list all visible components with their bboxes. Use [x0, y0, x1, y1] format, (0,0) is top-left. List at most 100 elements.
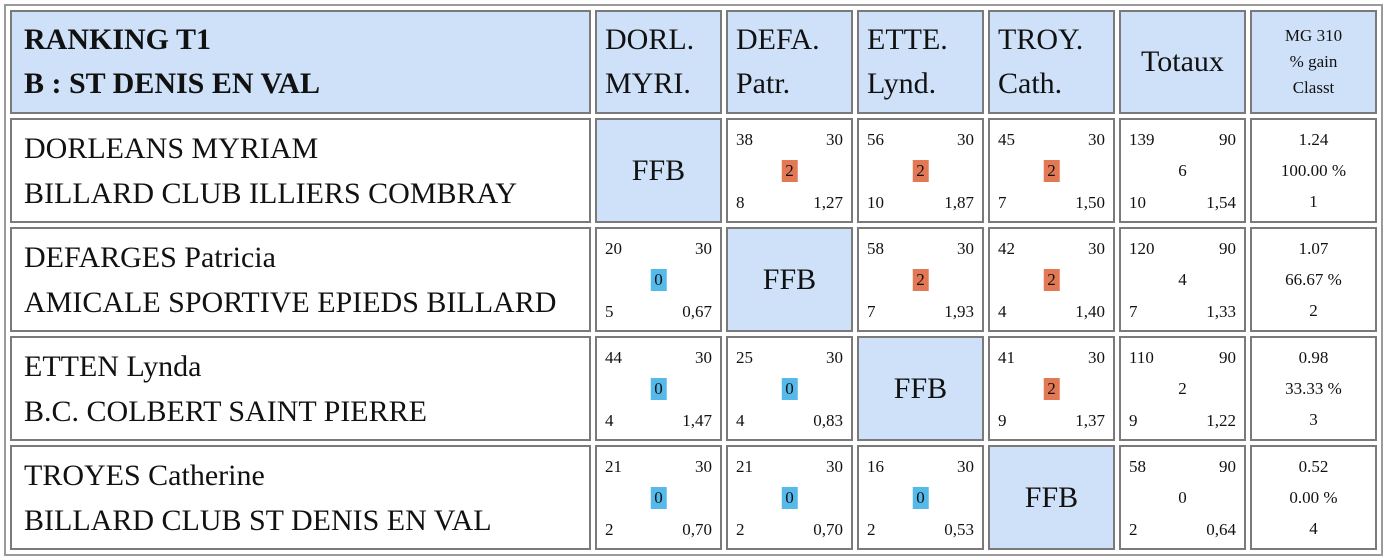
match-cell: 44 30 0 4 1,47 [595, 336, 722, 441]
player-name: ETTEN Lynda [24, 349, 202, 383]
column-header-line2: Lynd. [867, 67, 937, 100]
match-cell: 16 30 0 2 0,53 [857, 445, 984, 550]
match-innings: 2 [867, 520, 876, 539]
self-match-cell: FFB [726, 227, 853, 332]
match-points: 20 [605, 239, 622, 258]
match-target: 30 [695, 239, 712, 258]
match-result-badge: 2 [1043, 268, 1060, 291]
match-innings: 2 [605, 520, 614, 539]
match-target: 30 [957, 457, 974, 476]
mg-rank: 4 [1309, 519, 1318, 538]
mg-value: 0.98 [1298, 348, 1329, 367]
match-points: 42 [998, 239, 1015, 258]
column-header-mg: MG 310 % gain Classt [1250, 10, 1377, 114]
match-target: 30 [695, 348, 712, 367]
totals-cell: 58 90 0 2 0,64 [1119, 445, 1246, 550]
match-cell: 56 30 2 10 1,87 [857, 118, 984, 223]
match-cell: 45 30 2 7 1,50 [988, 118, 1115, 223]
totals-result: 6 [1178, 160, 1187, 180]
match-average: 0,70 [813, 520, 843, 539]
player-cell: TROYES Catherine BILLARD CLUB ST DENIS EN… [10, 445, 591, 550]
match-points: 58 [867, 239, 884, 258]
match-average: 1,87 [944, 193, 974, 212]
column-header-line1: ETTE. [867, 23, 948, 56]
title-line1: RANKING T1 [24, 23, 211, 56]
match-result-badge: 2 [912, 268, 929, 291]
match-points: 44 [605, 348, 622, 367]
mg-rank: 1 [1309, 192, 1318, 211]
totals-innings: 10 [1129, 193, 1146, 212]
player-name: DORLEANS MYRIAM [24, 131, 319, 165]
totals-target: 90 [1219, 239, 1236, 258]
player-cell: DEFARGES Patricia AMICALE SPORTIVE EPIEDS… [10, 227, 591, 332]
mg-rank: 2 [1309, 301, 1318, 320]
match-cell: 21 30 0 2 0,70 [726, 445, 853, 550]
totals-points: 58 [1129, 457, 1146, 476]
column-header-line2: MYRI. [605, 67, 691, 100]
match-result-badge: 2 [781, 159, 798, 182]
totals-innings: 2 [1129, 520, 1138, 539]
match-average: 0,53 [944, 520, 974, 539]
column-header-line2: Patr. [736, 67, 791, 100]
column-header-ette: ETTE. Lynd. [857, 10, 984, 114]
match-result-badge: 0 [650, 268, 667, 291]
match-innings: 8 [736, 193, 745, 212]
mg-cell: 1.24 100.00 % 1 [1250, 118, 1377, 223]
match-cell: 38 30 2 8 1,27 [726, 118, 853, 223]
player-club: AMICALE SPORTIVE EPIEDS BILLARD [24, 285, 557, 319]
mg-header-line3: Classt [1292, 78, 1335, 97]
totals-result: 4 [1178, 269, 1187, 289]
mg-header-line2: % gain [1289, 52, 1338, 71]
match-cell: 42 30 2 4 1,40 [988, 227, 1115, 332]
mg-rank: 3 [1309, 410, 1318, 429]
match-average: 0,83 [813, 411, 843, 430]
match-cell: 25 30 0 4 0,83 [726, 336, 853, 441]
player-row: TROYES Catherine BILLARD CLUB ST DENIS EN… [10, 445, 1377, 550]
match-cell: 21 30 0 2 0,70 [595, 445, 722, 550]
player-name: TROYES Catherine [24, 458, 265, 492]
match-result-badge: 2 [912, 159, 929, 182]
player-club: BILLARD CLUB ST DENIS EN VAL [24, 503, 492, 537]
match-result-badge: 0 [912, 486, 929, 509]
match-target: 30 [826, 348, 843, 367]
totals-average: 1,54 [1206, 193, 1236, 212]
self-match-cell: FFB [988, 445, 1115, 550]
match-target: 30 [957, 130, 974, 149]
match-average: 1,40 [1075, 302, 1105, 321]
mg-value: 1.24 [1298, 130, 1329, 149]
match-innings: 4 [736, 411, 745, 430]
mg-gain: 66.67 % [1285, 270, 1342, 289]
title-line2: B : ST DENIS EN VAL [24, 67, 320, 100]
match-average: 0,70 [682, 520, 712, 539]
match-innings: 7 [867, 302, 876, 321]
totals-points: 139 [1129, 130, 1155, 149]
totals-result: 0 [1178, 487, 1187, 507]
mg-cell: 0.98 33.33 % 3 [1250, 336, 1377, 441]
match-average: 1,37 [1075, 411, 1105, 430]
match-points: 41 [998, 348, 1015, 367]
column-header-dorl: DORL. MYRI. [595, 10, 722, 114]
column-header-line1: TROY. [998, 23, 1084, 56]
match-target: 30 [826, 457, 843, 476]
match-average: 1,47 [682, 411, 712, 430]
match-innings: 4 [605, 411, 614, 430]
column-header-line2: Cath. [998, 67, 1063, 100]
player-cell: ETTEN Lynda B.C. COLBERT SAINT PIERRE [10, 336, 591, 441]
match-result-badge: 0 [650, 377, 667, 400]
totals-points: 110 [1129, 348, 1154, 367]
match-innings: 10 [867, 193, 884, 212]
ranking-table: RANKING T1 B : ST DENIS EN VAL DORL. MYR… [4, 4, 1383, 556]
match-points: 45 [998, 130, 1015, 149]
match-result-badge: 0 [781, 377, 798, 400]
mg-value: 1.07 [1298, 239, 1329, 258]
match-cell: 20 30 0 5 0,67 [595, 227, 722, 332]
totals-cell: 110 90 2 9 1,22 [1119, 336, 1246, 441]
player-row: DEFARGES Patricia AMICALE SPORTIVE EPIEDS… [10, 227, 1377, 332]
mg-gain: 0.00 % [1289, 488, 1338, 507]
match-points: 16 [867, 457, 884, 476]
mg-cell: 1.07 66.67 % 2 [1250, 227, 1377, 332]
player-club: B.C. COLBERT SAINT PIERRE [24, 394, 427, 428]
match-innings: 9 [998, 411, 1007, 430]
player-name: DEFARGES Patricia [24, 240, 276, 274]
totals-average: 0,64 [1206, 520, 1236, 539]
